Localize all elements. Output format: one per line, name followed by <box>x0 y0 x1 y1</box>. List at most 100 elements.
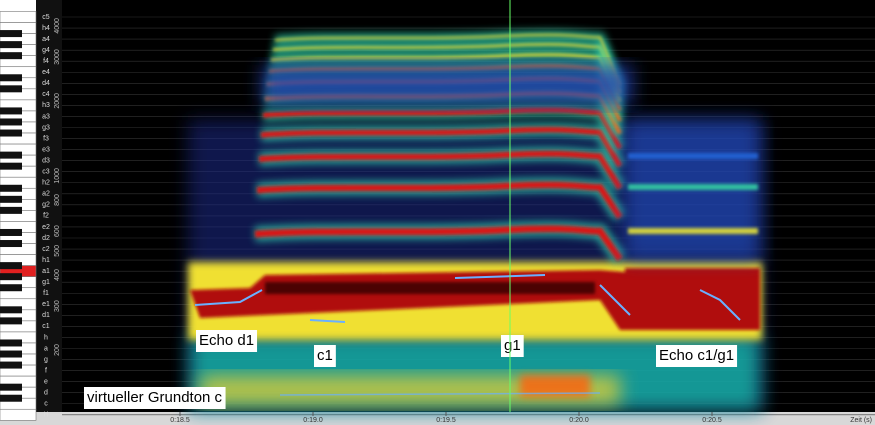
key-label: h <box>44 334 48 341</box>
pitch-trace-low <box>279 392 601 396</box>
black-key <box>0 273 22 281</box>
key-label: g2 <box>42 202 50 209</box>
black-key <box>0 394 22 402</box>
frequency-label: 4000 <box>54 18 61 34</box>
harmonic <box>256 181 623 220</box>
echo-harmonic <box>628 228 758 234</box>
black-key <box>0 74 22 82</box>
key-label: a4 <box>42 36 50 43</box>
time-axis-title: Zeit (s) <box>850 417 872 424</box>
key-label: H <box>43 412 48 419</box>
black-key <box>0 118 22 126</box>
key-label: d2 <box>42 235 50 242</box>
black-key <box>0 85 22 93</box>
black-key <box>0 317 22 325</box>
black-key <box>0 350 22 358</box>
black-key <box>0 30 22 38</box>
harmonic <box>258 150 623 190</box>
black-key <box>0 206 22 214</box>
key-label: e2 <box>42 224 50 231</box>
key-label: e4 <box>42 69 50 76</box>
axis-strip <box>36 0 62 412</box>
harmonic <box>260 126 623 168</box>
key-label: f1 <box>43 290 49 297</box>
fund-core <box>265 282 595 294</box>
key-label: c1 <box>42 323 50 330</box>
white-key <box>0 11 37 23</box>
annotation-text: Echo c1/g1 <box>659 347 734 364</box>
annotation: Echo d1 <box>196 330 258 352</box>
key-label: e <box>44 378 48 385</box>
black-key <box>0 361 22 369</box>
key-label: h1 <box>42 257 50 264</box>
key-label: f4 <box>43 58 49 65</box>
annotation-text: c1 <box>317 347 333 364</box>
frequency-label: 1000 <box>54 168 61 184</box>
key-label: f2 <box>43 213 49 220</box>
key-label: e3 <box>42 146 50 153</box>
harmonic <box>270 53 622 102</box>
annotation-text: virtueller Grundton c <box>87 389 223 406</box>
key-label: f3 <box>43 135 49 142</box>
key-label: g <box>44 356 48 363</box>
white-key <box>0 408 37 421</box>
annotation: Echo c1/g1 <box>656 345 738 367</box>
black-key <box>0 262 22 270</box>
key-label: d <box>44 390 48 397</box>
key-label: e1 <box>42 301 50 308</box>
annotation-box <box>501 335 524 357</box>
black-key <box>0 228 22 236</box>
top-cloud <box>262 65 632 105</box>
key-label: c5 <box>42 14 50 21</box>
annotation: virtueller Grundton c <box>84 387 226 409</box>
black-key <box>0 339 22 347</box>
frequency-label: 800 <box>54 194 61 206</box>
frequency-label: 300 <box>54 300 61 312</box>
annotation: c1 <box>314 345 336 367</box>
low-spot <box>520 375 590 397</box>
annotation-box <box>84 387 226 409</box>
annotation-box <box>196 330 258 352</box>
key-label: c <box>44 401 48 408</box>
key-label: g4 <box>42 47 50 54</box>
black-key <box>0 151 22 159</box>
time-label: 0:19.5 <box>436 417 456 424</box>
time-axis-bg <box>0 412 875 425</box>
black-key <box>0 383 22 391</box>
annotation-text: Echo d1 <box>199 332 254 349</box>
time-label: 0:20.5 <box>702 417 722 424</box>
key-label: c4 <box>42 91 50 98</box>
key-label: d1 <box>42 312 50 319</box>
black-key <box>0 41 22 49</box>
echo-harmonic <box>628 153 758 159</box>
echo-harmonic <box>628 184 758 190</box>
frequency-label: 200 <box>54 344 61 356</box>
black-key <box>0 240 22 248</box>
key-label: g3 <box>42 124 50 131</box>
annotation-box <box>314 345 336 367</box>
black-key <box>0 129 22 137</box>
frequency-label: 400 <box>54 269 61 281</box>
key-label: c3 <box>42 169 50 176</box>
key-label: h4 <box>42 25 50 32</box>
key-label: g1 <box>42 279 50 286</box>
key-label: h3 <box>42 102 50 109</box>
key-label: a3 <box>42 113 50 120</box>
harmonic <box>274 33 621 86</box>
black-key <box>0 52 22 60</box>
harmonic <box>254 225 623 262</box>
key-label: h2 <box>42 180 50 187</box>
black-key <box>0 184 22 192</box>
black-key <box>0 284 22 292</box>
key-label: f <box>45 367 47 374</box>
pitch-trace <box>194 274 741 323</box>
key-label: c2 <box>42 246 50 253</box>
frequency-label: 2000 <box>54 93 61 109</box>
frequency-label: 600 <box>54 225 61 237</box>
time-label: 0:18.5 <box>170 417 190 424</box>
harmonic <box>262 107 623 150</box>
key-label: a <box>44 345 48 352</box>
key-label: a1 <box>42 268 50 275</box>
